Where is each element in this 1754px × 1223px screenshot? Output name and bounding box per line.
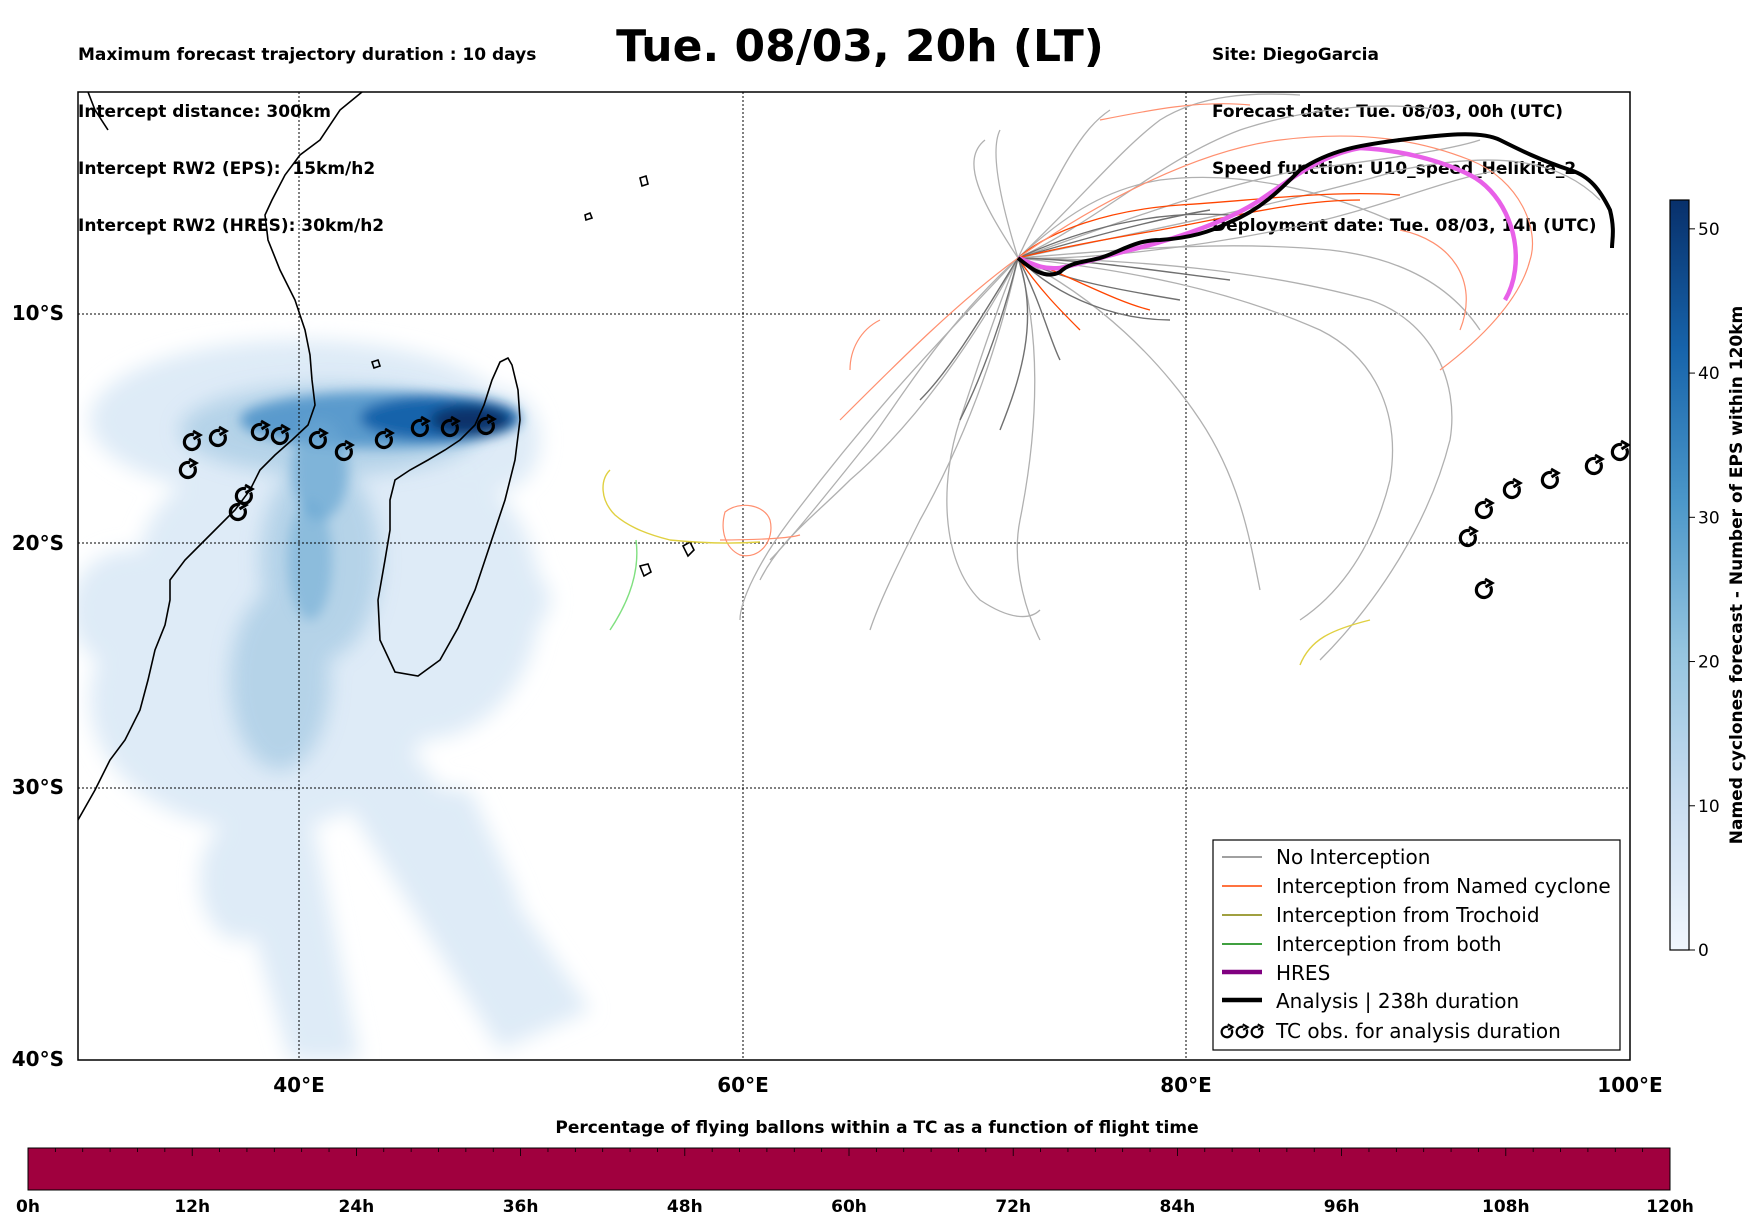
page-title: Tue. 08/03, 20h (LT) bbox=[616, 21, 1104, 72]
colorbar-tick-label: 50 bbox=[1698, 220, 1720, 240]
colorbar-title: Named cyclones forecast - Number of EPS … bbox=[1727, 306, 1747, 845]
density-colorbar: 0 10 20 30 40 50 Named cyclones forecast - Nu… bbox=[1669, 199, 1747, 961]
flight-time-tick-label: 60h bbox=[831, 1197, 867, 1217]
flight-time-tick-label: 36h bbox=[503, 1197, 539, 1217]
lat-label-40s: 40°S bbox=[12, 1047, 64, 1071]
flight-time-tick-label: 84h bbox=[1160, 1197, 1196, 1217]
eps-trajectories-no-interception-dark bbox=[919, 209, 1231, 431]
header-line-deployment-date: Deployment date: Tue. 08/03, 14h (UTC) bbox=[1212, 216, 1597, 236]
eps-trajectories-trochoid bbox=[602, 469, 1371, 666]
flight-time-bar: 0h 12h 24h 36h 48h 60h 72h 84h 96h 108h 120h bbox=[16, 1147, 1694, 1217]
header-line-rw2-hres: Intercept RW2 (HRES): 30km/h2 bbox=[78, 216, 385, 236]
legend-label-hres: HRES bbox=[1276, 961, 1330, 985]
flight-time-tick-label: 108h bbox=[1482, 1197, 1530, 1217]
colorbar-tick-label: 20 bbox=[1698, 653, 1720, 673]
seychelles bbox=[584, 174, 649, 222]
header-line-rw2-eps: Intercept RW2 (EPS): 15km/h2 bbox=[78, 159, 376, 179]
flight-time-tick-label: 96h bbox=[1324, 1197, 1360, 1217]
header-line-site: Site: DiegoGarcia bbox=[1212, 45, 1379, 65]
colorbar-tick-label: 30 bbox=[1698, 508, 1720, 528]
comoros bbox=[370, 358, 382, 370]
colorbar-gradient bbox=[1669, 199, 1690, 951]
coastlines bbox=[78, 92, 695, 821]
header-line-duration: Maximum forecast trajectory duration : 1… bbox=[78, 45, 537, 65]
legend-label-no-interception: No Interception bbox=[1276, 845, 1430, 869]
legend-box bbox=[1212, 839, 1621, 1051]
colorbar-tick-label: 0 bbox=[1698, 941, 1709, 961]
flight-time-bar-title: Percentage of flying ballons within a TC… bbox=[555, 1118, 1199, 1138]
map-frame bbox=[77, 91, 1631, 1061]
eps-trajectories-named-cyclone-light bbox=[719, 103, 1534, 557]
flight-time-tick-label: 12h bbox=[174, 1197, 210, 1217]
axis-labels: 40°E 60°E 80°E 100°E 10°S 20°S 30°S 40°S bbox=[12, 301, 1663, 1097]
madagascar-coast bbox=[377, 356, 521, 677]
eps-trajectories-no-interception bbox=[739, 93, 1601, 661]
flight-time-tick-label: 120h bbox=[1646, 1197, 1694, 1217]
lon-label-80: 80°E bbox=[1160, 1073, 1212, 1097]
colorbar-ticks: 0 10 20 30 40 50 bbox=[1689, 220, 1720, 961]
lat-label-30s: 30°S bbox=[12, 775, 64, 799]
mauritius-coast bbox=[681, 540, 695, 558]
lon-label-40: 40°E bbox=[273, 1073, 325, 1097]
flight-time-tick-label: 72h bbox=[995, 1197, 1031, 1217]
flight-time-tick-label: 48h bbox=[667, 1197, 703, 1217]
lat-label-10s: 10°S bbox=[12, 301, 64, 325]
flight-time-tick-label: 24h bbox=[339, 1197, 375, 1217]
colorbar-tick-label: 10 bbox=[1698, 797, 1720, 817]
flight-time-ticks: 0h 12h 24h 36h 48h 60h 72h 84h 96h 108h 120h bbox=[16, 1148, 1694, 1217]
map-area bbox=[78, 92, 1630, 1060]
analysis-trajectory bbox=[1016, 132, 1615, 277]
arabia-tip bbox=[87, 92, 109, 131]
lat-label-20s: 20°S bbox=[12, 531, 64, 555]
colorbar-tick-label: 40 bbox=[1698, 364, 1720, 384]
flight-time-tick-label: 0h bbox=[16, 1197, 40, 1217]
legend-label-named-cyclone: Interception from Named cyclone bbox=[1276, 874, 1611, 898]
graticule bbox=[78, 92, 1630, 1060]
lon-label-60: 60°E bbox=[717, 1073, 769, 1097]
legend-label-tc-obs: TC obs. for analysis duration bbox=[1275, 1019, 1561, 1043]
legend-label-both: Interception from both bbox=[1276, 932, 1502, 956]
eps-trajectories-both bbox=[609, 539, 638, 631]
lon-label-100: 100°E bbox=[1597, 1073, 1662, 1097]
legend: No Interception Interception from Named … bbox=[1212, 839, 1621, 1051]
africa-coast bbox=[78, 92, 363, 821]
reunion-coast bbox=[638, 563, 652, 578]
legend-label-trochoid: Interception from Trochoid bbox=[1276, 903, 1540, 927]
legend-label-analysis: Analysis | 238h duration bbox=[1276, 989, 1519, 1013]
